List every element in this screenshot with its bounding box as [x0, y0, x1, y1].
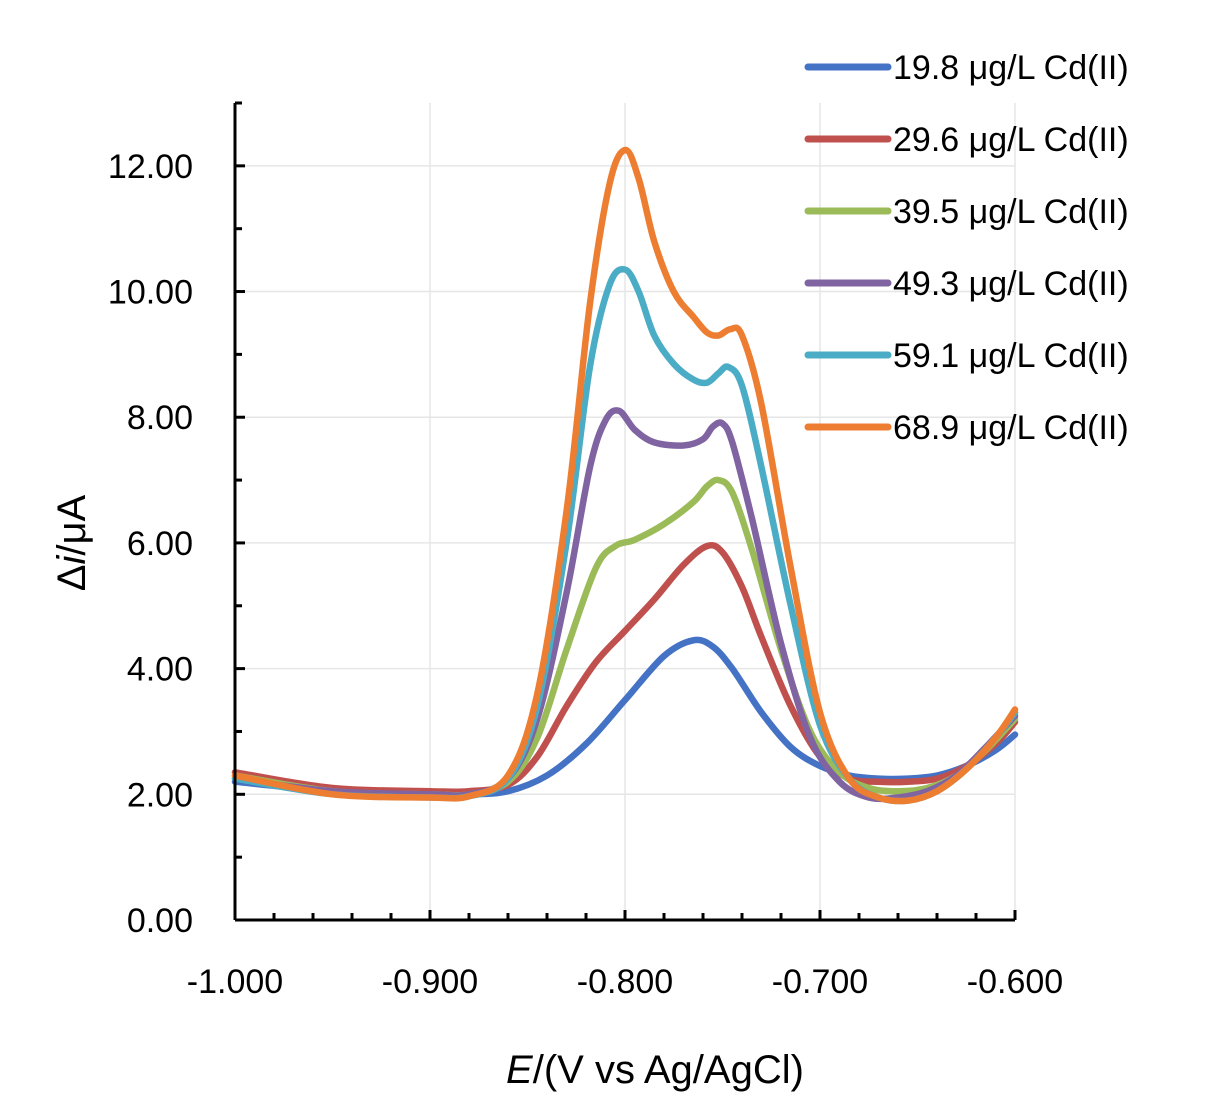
- grid: [235, 103, 1016, 920]
- y-axis-title-delta: Δ: [50, 565, 94, 592]
- x-axis-title: E/(V vs Ag/AgCl): [506, 1048, 804, 1092]
- x-tick-label: -0.600: [967, 963, 1063, 1001]
- legend-label: 39.5 μg/L Cd(II): [893, 193, 1129, 231]
- x-tick-label: -1.000: [187, 963, 283, 1001]
- y-tick-label: 12.00: [108, 148, 193, 186]
- x-tick-label: -0.900: [382, 963, 478, 1001]
- legend: 19.8 μg/L Cd(II) 29.6 μg/L Cd(II) 39.5 μg/…: [804, 49, 1129, 447]
- legend-label: 19.8 μg/L Cd(II): [893, 49, 1129, 87]
- series-line-6: [231, 146, 1019, 805]
- y-tick-label: 8.00: [127, 399, 193, 437]
- tick-labels: 0.00 2.00 4.00 6.00 8.00 10.00 12.00 -1.000 -0.9…: [108, 148, 1063, 1001]
- y-tick-label: 2.00: [127, 776, 193, 814]
- y-axis-title: Δi/μA: [50, 494, 94, 591]
- legend-label: 29.6 μg/L Cd(II): [893, 121, 1129, 159]
- legend-label: 68.9 μg/L Cd(II): [893, 409, 1129, 447]
- y-axis-title-unit: /μA: [50, 494, 94, 555]
- y-tick-label: 10.00: [108, 274, 193, 312]
- plot-area: [231, 146, 1019, 805]
- y-tick-label: 4.00: [127, 651, 193, 689]
- x-tick-label: -0.800: [577, 963, 673, 1001]
- legend-label: 49.3 μg/L Cd(II): [893, 265, 1129, 303]
- ticks: [233, 101, 1017, 922]
- y-tick-label: 6.00: [127, 525, 193, 563]
- y-axis-title-variable: i: [50, 555, 94, 565]
- x-axis-title-unit: /(V vs Ag/AgCl): [533, 1048, 804, 1092]
- x-axis-title-variable: E: [506, 1048, 534, 1092]
- legend-label: 59.1 μg/L Cd(II): [893, 337, 1129, 375]
- x-tick-label: -0.700: [772, 963, 868, 1001]
- y-tick-label: 0.00: [127, 902, 193, 940]
